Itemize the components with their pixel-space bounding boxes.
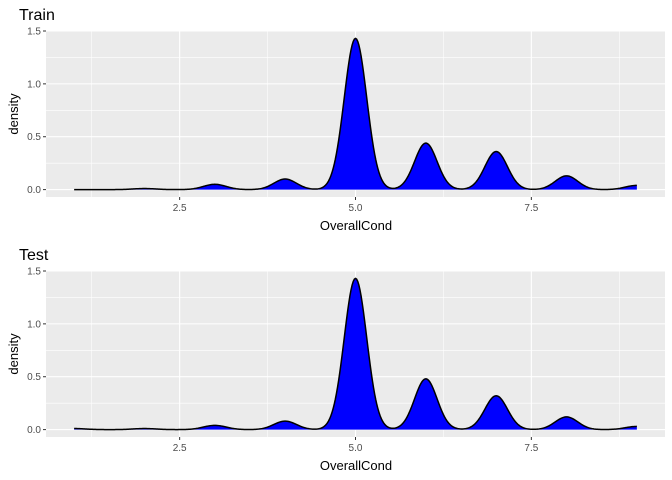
x-tick-label: 2.5 xyxy=(173,203,187,214)
panel-test: Test 0.00.51.01.5 2.5 5.0 7.5 OverallCond … xyxy=(6,247,665,473)
y-tick-label: 0.0 xyxy=(27,425,41,436)
density-line-test xyxy=(74,277,637,431)
y-tick-label: 1.5 xyxy=(27,27,41,38)
panel-train: Train 0.0 0.5 1.0 1.5 2.5 5.0 7.5 OverallCond… xyxy=(6,7,665,233)
x-axis-title-test: OverallCond xyxy=(320,458,392,473)
x-tick-label: 5.0 xyxy=(349,443,363,454)
y-tick-label: 0.5 xyxy=(27,372,41,383)
panel-title-test: Test xyxy=(19,247,49,264)
x-tick-label: 7.5 xyxy=(524,203,538,214)
x-tick-label: 2.5 xyxy=(173,443,187,454)
x-tick-label: 5.0 xyxy=(349,203,363,214)
panel-title-train: Train xyxy=(19,7,55,24)
x-axis-ticks-test: 2.5 5.0 7.5 xyxy=(173,437,539,454)
density-area-test xyxy=(74,278,637,430)
density-line-train xyxy=(74,37,637,191)
x-axis-title-train: OverallCond xyxy=(320,218,392,233)
y-tick-label: 1.5 xyxy=(27,267,41,278)
x-tick-label: 7.5 xyxy=(524,443,538,454)
y-tick-label: 1.0 xyxy=(27,319,41,330)
y-tick-label: 0.5 xyxy=(27,132,41,143)
x-axis-ticks-train: 2.5 5.0 7.5 xyxy=(173,197,539,214)
y-axis-title-test: density xyxy=(6,333,21,375)
y-tick-label: 0.0 xyxy=(27,185,41,196)
y-axis-ticks-train: 0.0 0.5 1.0 1.5 xyxy=(27,27,46,196)
y-tick-label: 1.0 xyxy=(27,79,41,90)
y-axis-title-train: density xyxy=(6,93,21,135)
y-axis-ticks-test: 0.0 0.5 1.0 1.5 xyxy=(27,267,46,436)
